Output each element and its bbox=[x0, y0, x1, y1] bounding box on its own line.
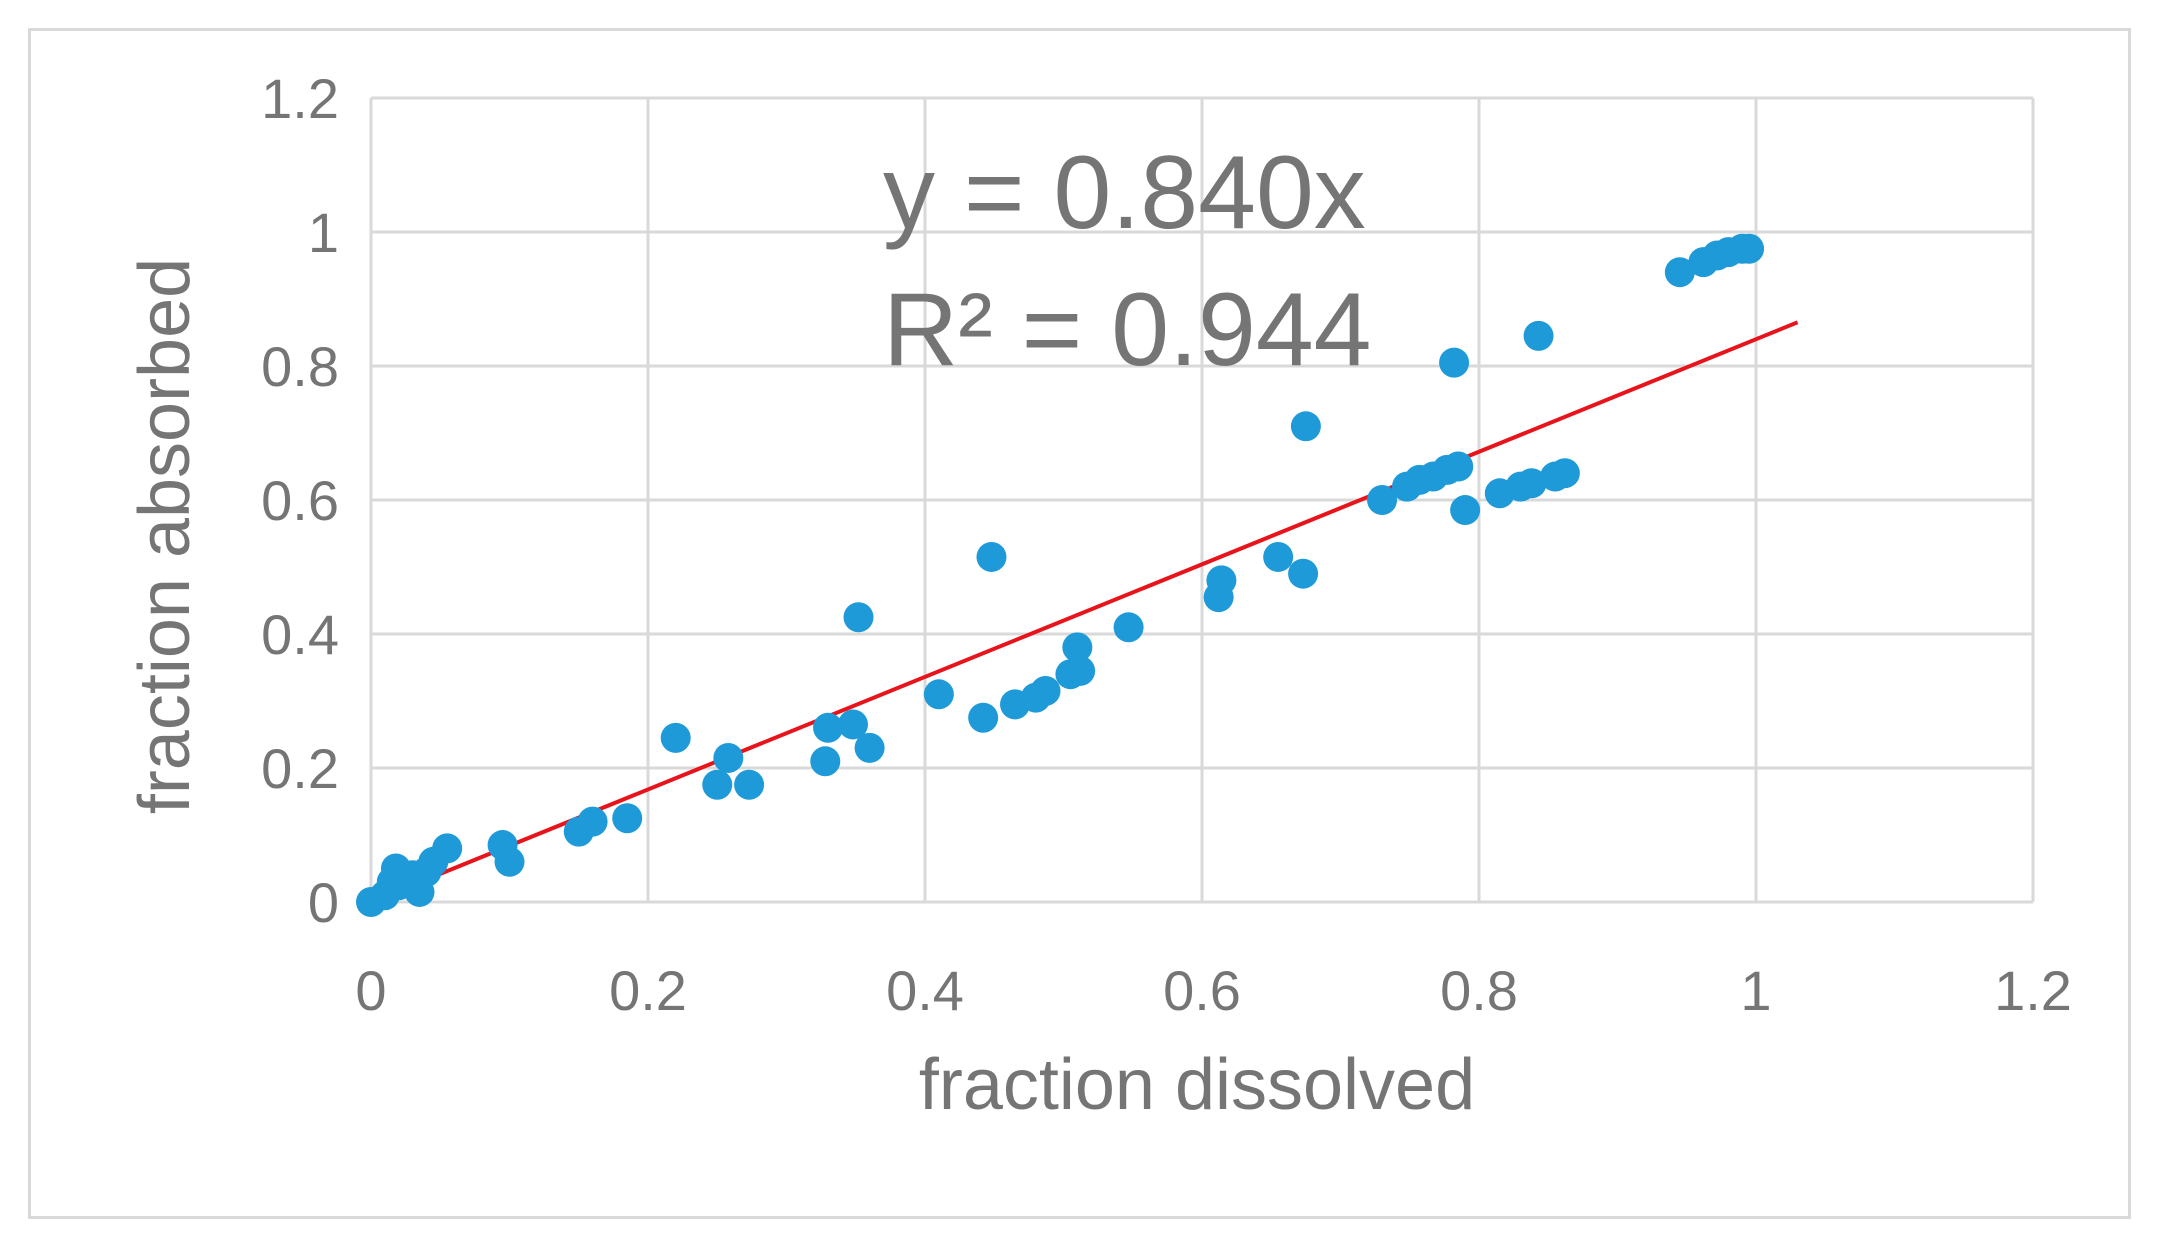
data-point bbox=[1367, 485, 1398, 515]
scatter-chart: 0 0.2 0.4 0.6 0.8 1 1.2 0 0.2 0.4 0.6 0.8 1 1.2 frac… bbox=[125, 67, 2072, 1125]
data-point bbox=[1030, 675, 1061, 706]
y-tick-label: 0 bbox=[308, 871, 339, 934]
y-tick-label: 1 bbox=[308, 201, 339, 264]
x-tick-label: 0.6 bbox=[1163, 959, 1241, 1022]
data-point bbox=[660, 722, 691, 753]
data-point bbox=[1206, 565, 1237, 596]
trendline-equation: y = 0.840x bbox=[883, 135, 1366, 251]
data-point bbox=[813, 712, 844, 743]
y-axis-title: fraction absorbed bbox=[125, 258, 205, 814]
y-tick-label: 1.2 bbox=[261, 67, 339, 130]
data-point bbox=[843, 602, 874, 633]
data-point bbox=[1443, 451, 1474, 482]
y-tick-label: 0.4 bbox=[261, 603, 339, 666]
data-points bbox=[356, 233, 1765, 917]
r-squared-label: R² = 0.944 bbox=[883, 272, 1372, 388]
data-point bbox=[1439, 347, 1470, 378]
data-point bbox=[837, 709, 868, 740]
data-point bbox=[1516, 468, 1547, 499]
data-point bbox=[1523, 320, 1554, 351]
x-tick-label: 1 bbox=[1740, 959, 1771, 1022]
y-axis-ticks: 0 0.2 0.4 0.6 0.8 1 1.2 bbox=[261, 67, 339, 934]
data-point bbox=[1734, 233, 1765, 264]
y-tick-label: 0.2 bbox=[261, 737, 339, 800]
data-point bbox=[1450, 495, 1481, 526]
data-point bbox=[1288, 558, 1319, 589]
data-point bbox=[1113, 612, 1144, 643]
data-point bbox=[713, 742, 744, 773]
x-axis-title: fraction dissolved bbox=[919, 1045, 1475, 1125]
x-axis-ticks: 0 0.2 0.4 0.6 0.8 1 1.2 bbox=[355, 959, 2072, 1022]
data-point bbox=[494, 846, 525, 877]
y-tick-label: 0.6 bbox=[261, 469, 339, 532]
data-point bbox=[432, 833, 463, 864]
data-point bbox=[976, 541, 1007, 572]
trendline-layer bbox=[370, 320, 1799, 904]
data-point bbox=[854, 732, 885, 763]
data-point bbox=[734, 769, 765, 800]
data-point bbox=[577, 806, 608, 837]
x-tick-label: 0.2 bbox=[609, 959, 687, 1022]
data-point bbox=[1062, 632, 1093, 663]
x-tick-label: 0.8 bbox=[1440, 959, 1518, 1022]
gridlines bbox=[369, 96, 2035, 904]
data-point bbox=[810, 746, 841, 777]
data-point bbox=[1549, 458, 1580, 489]
data-point bbox=[1263, 541, 1294, 572]
x-tick-label: 1.2 bbox=[1994, 959, 2072, 1022]
data-point bbox=[923, 679, 954, 710]
data-point bbox=[1065, 655, 1096, 686]
x-tick-label: 0.4 bbox=[886, 959, 964, 1022]
x-tick-label: 0 bbox=[355, 959, 386, 1022]
data-point bbox=[702, 769, 733, 800]
chart-frame: 0 0.2 0.4 0.6 0.8 1 1.2 0 0.2 0.4 0.6 0.8 1 1.2 frac… bbox=[28, 28, 2131, 1219]
y-tick-label: 0.8 bbox=[261, 335, 339, 398]
trendline bbox=[370, 320, 1799, 904]
data-point bbox=[1664, 257, 1695, 288]
data-point bbox=[968, 702, 999, 733]
data-point bbox=[612, 803, 643, 834]
data-point bbox=[1290, 411, 1321, 442]
